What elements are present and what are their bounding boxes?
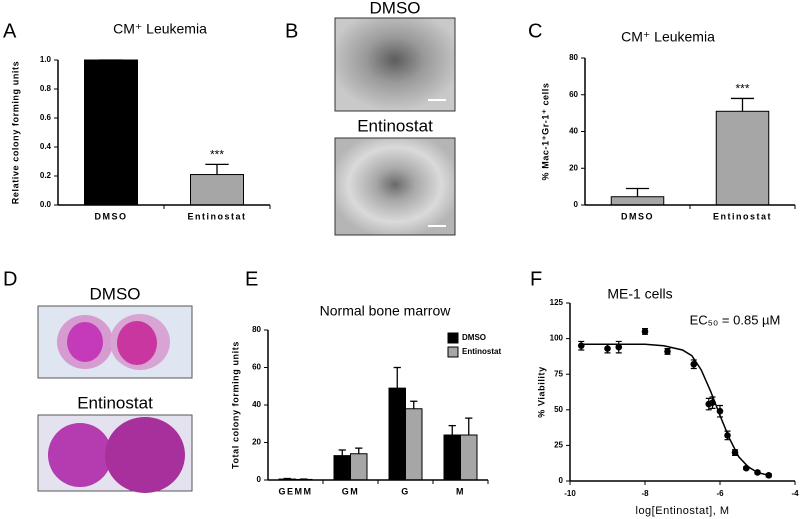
- y-tick-label: 40: [252, 400, 261, 409]
- x-tick-label: GEMM: [279, 486, 313, 496]
- y-tick-label: 75: [554, 369, 563, 378]
- chart-title: CM⁺ Leukemia: [113, 21, 207, 37]
- colony-image: [334, 137, 456, 236]
- error-bar: [338, 449, 346, 456]
- x-axis-label: log[Entinostat], M: [636, 505, 730, 517]
- bar: [715, 110, 770, 206]
- significance: ***: [210, 148, 224, 162]
- bar: [190, 174, 244, 206]
- y-tick-label: 0: [257, 475, 262, 484]
- fit-curve: [581, 343, 769, 477]
- panel-letter: C: [528, 20, 542, 42]
- y-axis-label: % Viability: [536, 366, 546, 417]
- legend-label: DMSO: [462, 333, 486, 342]
- chart-title: Normal bone marrow: [320, 303, 452, 319]
- y-tick-label: 0.4: [40, 142, 52, 151]
- legend-swatch: [447, 332, 459, 344]
- y-tick-label: 125: [550, 298, 564, 307]
- legend-swatch: [447, 346, 459, 358]
- bar: [460, 434, 478, 481]
- x-tick-label: -4: [791, 489, 799, 498]
- data-point: [577, 342, 585, 350]
- legend-label: Entinostat: [462, 347, 501, 356]
- bar: [405, 408, 423, 481]
- x-tick-label: Entinostat: [713, 211, 772, 221]
- y-axis-label: % Mac-1⁺Gr-1⁺ cells: [540, 83, 550, 181]
- y-tick-label: 60: [569, 90, 578, 99]
- image-label: DMSO: [90, 284, 141, 303]
- y-axis-label: Total colony forming units: [230, 341, 240, 469]
- y-tick-label: 40: [569, 127, 578, 136]
- chart-title: ME-1 cells: [607, 286, 672, 302]
- y-axis-label: Relative colony forming units: [10, 61, 20, 204]
- x-tick-label: M: [456, 486, 465, 496]
- x-tick-label: GM: [342, 486, 360, 496]
- panel-letter: A: [3, 20, 17, 42]
- colony-image: [334, 17, 456, 112]
- error-bar: [730, 97, 755, 112]
- nucleus: [67, 322, 103, 362]
- y-tick-label: 100: [550, 334, 564, 343]
- bar: [610, 196, 665, 206]
- nucleus: [105, 417, 185, 493]
- y-tick-label: 25: [554, 441, 563, 450]
- bar: [333, 455, 351, 481]
- panel-letter: D: [3, 268, 17, 290]
- nucleus: [48, 423, 112, 487]
- data-point: [615, 343, 623, 351]
- y-tick-label: 20: [252, 438, 261, 447]
- x-tick-label: DMSO: [95, 211, 128, 221]
- x-tick-label: Entinostat: [188, 211, 247, 221]
- y-tick-label: 80: [569, 53, 578, 62]
- panel-letter: F: [530, 268, 542, 290]
- image-label: Entinostat: [357, 116, 433, 135]
- error-bar: [625, 187, 650, 197]
- bar: [388, 387, 406, 481]
- x-tick-label: -6: [716, 489, 724, 498]
- y-tick-label: 0.6: [40, 113, 52, 122]
- x-tick-label: DMSO: [621, 211, 654, 221]
- data-point: [641, 328, 649, 335]
- image-label: Entinostat: [77, 393, 153, 412]
- x-tick-label: -8: [641, 489, 649, 498]
- data-point: [765, 472, 773, 479]
- significance: ***: [735, 82, 749, 96]
- nucleus: [117, 321, 157, 365]
- data-point: [604, 345, 611, 352]
- bar: [84, 59, 138, 206]
- error-bar: [355, 447, 363, 454]
- image-label: DMSO: [370, 0, 421, 17]
- y-tick-label: 1.0: [40, 55, 52, 64]
- x-tick-label: G: [401, 486, 410, 496]
- data-point: [690, 360, 698, 368]
- panel-letter: B: [285, 20, 298, 42]
- y-tick-label: 0.8: [40, 84, 52, 93]
- data-point: [742, 464, 750, 472]
- error-bar: [205, 163, 229, 175]
- chart-title: CM⁺ Leukemia: [621, 29, 715, 45]
- error-bar: [410, 400, 418, 409]
- y-tick-label: 50: [554, 405, 563, 414]
- y-tick-label: 80: [252, 325, 261, 334]
- panel-letter: E: [245, 268, 258, 290]
- bar: [443, 434, 461, 481]
- y-tick-label: 60: [252, 363, 261, 372]
- annotation: EC₅₀ = 0.85 µM: [690, 312, 781, 327]
- error-bar: [393, 366, 401, 389]
- y-tick-label: 0: [574, 200, 579, 209]
- y-tick-label: 0.0: [40, 200, 52, 209]
- error-bar: [465, 417, 473, 435]
- bar: [350, 453, 368, 481]
- y-tick-label: 0.2: [40, 171, 52, 180]
- x-tick-label: -10: [564, 489, 576, 498]
- y-tick-label: 0: [559, 476, 564, 485]
- error-bar: [448, 424, 456, 435]
- error-bar: [283, 477, 291, 480]
- data-point: [664, 348, 671, 355]
- y-tick-label: 20: [569, 163, 578, 172]
